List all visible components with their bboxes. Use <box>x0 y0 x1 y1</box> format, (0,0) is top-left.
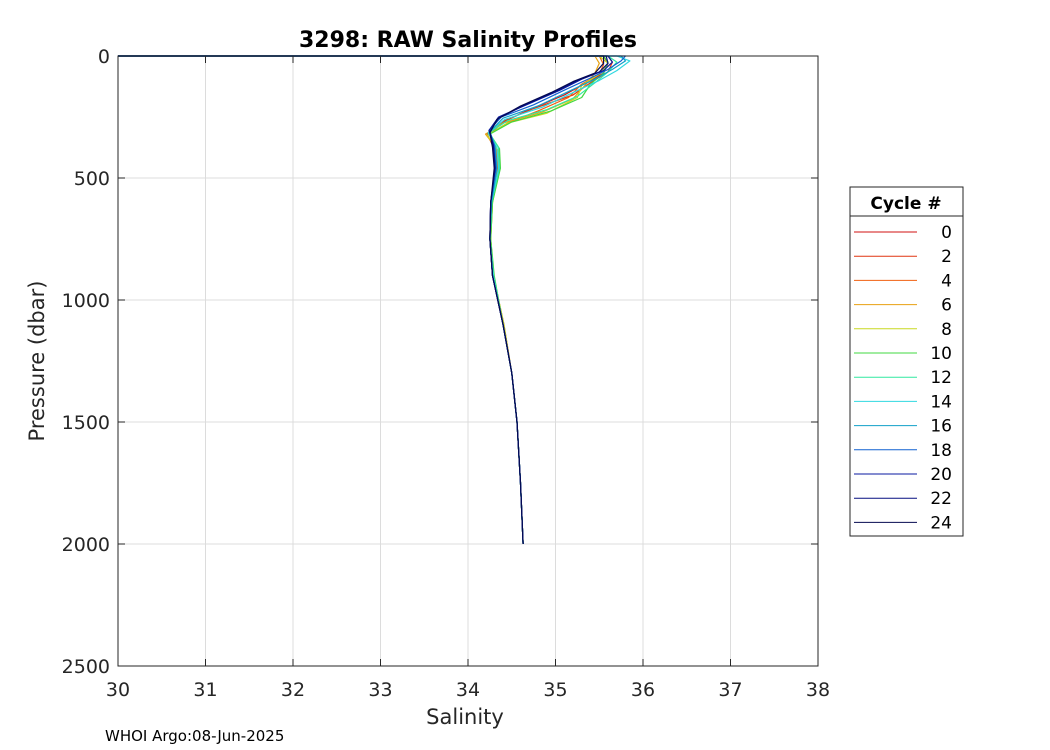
x-tick-label: 33 <box>368 679 392 701</box>
x-tick-label: 34 <box>456 679 480 701</box>
footer-credit: WHOI Argo:08-Jun-2025 <box>105 727 284 745</box>
legend-label: 16 <box>930 417 952 437</box>
legend-title: Cycle # <box>870 194 941 214</box>
profile-line-cycle-24 <box>118 55 605 545</box>
legend-label: 18 <box>930 441 952 461</box>
legend-label: 24 <box>930 513 952 533</box>
legend-label: 22 <box>930 489 952 509</box>
legend-label: 20 <box>930 465 952 485</box>
x-tick-label: 31 <box>193 679 217 701</box>
x-tick-label: 38 <box>806 679 830 701</box>
legend-label: 12 <box>930 368 952 388</box>
x-axis-label: Salinity <box>426 705 504 729</box>
chart-title: 3298: RAW Salinity Profiles <box>299 28 637 53</box>
x-tick-label: 35 <box>543 679 567 701</box>
legend-box <box>849 186 964 537</box>
profile-lines <box>118 55 631 545</box>
y-tick-label: 500 <box>74 168 110 190</box>
x-tick-label: 36 <box>631 679 655 701</box>
legend-label: 8 <box>941 320 952 340</box>
x-tick-label: 32 <box>281 679 305 701</box>
x-tick-label: 30 <box>106 679 130 701</box>
grid-lines <box>117 55 819 667</box>
y-axis-label: Pressure (dbar) <box>25 281 49 442</box>
y-tick-label: 1500 <box>62 412 110 434</box>
legend-label: 14 <box>930 392 952 412</box>
legend-label: 6 <box>941 296 952 316</box>
axis-ticks: 30 31 32 33 34 35 36 37 38 0 500 1000 1500 2000 2500 <box>62 46 830 701</box>
legend-label: 2 <box>941 247 952 267</box>
y-tick-label: 1000 <box>62 290 110 312</box>
y-tick-label: 2500 <box>62 656 110 678</box>
x-tick-label: 37 <box>718 679 742 701</box>
y-tick-label: 2000 <box>62 534 110 556</box>
legend-label: 0 <box>941 223 952 243</box>
y-tick-label: 0 <box>98 46 110 68</box>
legend-label: 10 <box>930 344 952 364</box>
legend-label: 4 <box>941 271 952 291</box>
